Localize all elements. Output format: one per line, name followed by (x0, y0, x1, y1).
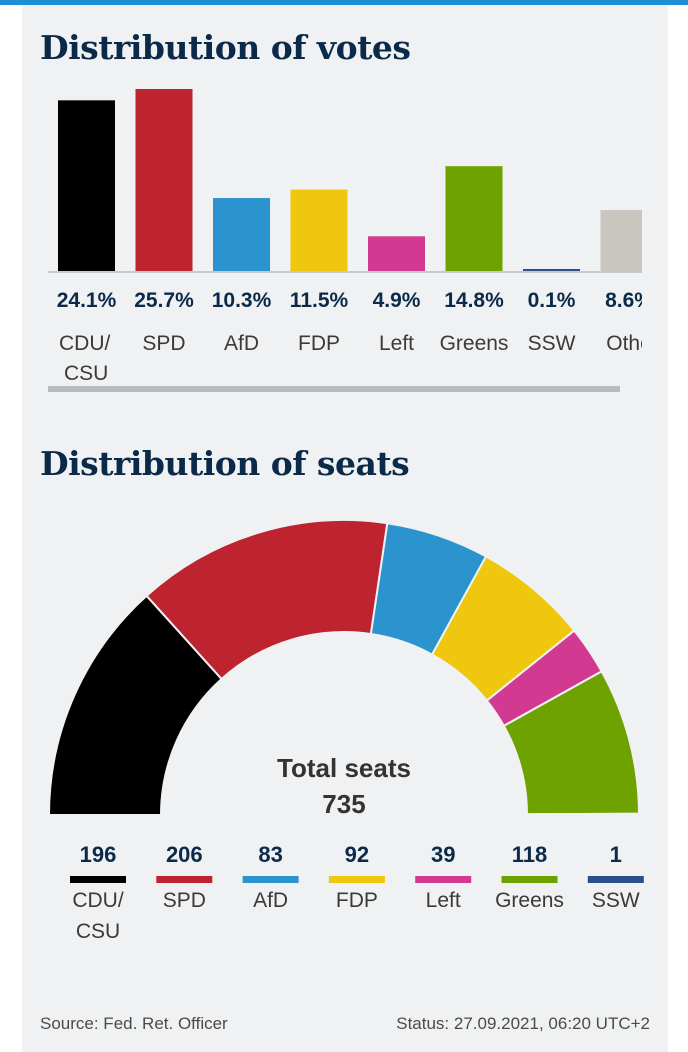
legend-swatch-cdu-csu (70, 876, 126, 883)
legend-label-spd: SPD (163, 889, 206, 912)
value-label-left: 4.9% (373, 289, 421, 312)
category-label-cdu-csu: CDU/CSU (59, 332, 110, 385)
legend-swatch-left (415, 876, 472, 883)
category-label-othe: Othe (606, 332, 642, 355)
bar-fdp (290, 189, 348, 271)
bar-ssw (523, 269, 580, 271)
legend-swatch-ssw (587, 876, 644, 883)
seat-count-left: 39 (431, 842, 455, 867)
category-label-greens: Greens (440, 332, 509, 355)
horizontal-scrollbar[interactable] (48, 386, 620, 392)
legend-label-left: Left (426, 889, 461, 912)
legend-label-cdu-csu: CDU/CSU (72, 889, 123, 943)
seat-count-fdp: 92 (345, 842, 369, 867)
legend-swatch-fdp (328, 876, 385, 883)
seats-semicircle-chart: Total seats 735 196 CDU/CSU 206 SPD 83 AfD 92 FDP… (47, 519, 644, 943)
category-label-left: Left (379, 332, 414, 355)
legend-label-fdp: FDP (336, 889, 378, 912)
bar-greens (445, 166, 503, 271)
seat-count-cdu-csu: 196 (80, 842, 117, 867)
total-seats-label: Total seats (277, 753, 411, 783)
seat-count-afd: 83 (258, 842, 282, 867)
value-label-othe: 8.6% (605, 289, 642, 312)
total-seats-value: 735 (322, 789, 365, 819)
bar-othe (600, 210, 642, 271)
source-note: Source: Fed. Ret. Officer (40, 1014, 228, 1033)
bar-cdu-csu (58, 100, 115, 271)
votes-chart-title: Distribution of votes (40, 28, 411, 67)
category-label-ssw: SSW (528, 332, 576, 355)
value-label-cdu-csu: 24.1% (57, 289, 117, 312)
legend-label-afd: AfD (253, 889, 288, 912)
category-label-fdp: FDP (298, 332, 340, 355)
bar-spd (135, 89, 193, 271)
top-accent-bar (0, 0, 688, 5)
legend-swatch-spd (156, 876, 213, 883)
votes-bar-chart: 24.1% CDU/CSU 25.7% SPD 10.3% AfD 11.5% FDP 4.9%… (48, 89, 642, 385)
seat-segment-ssw (525, 812, 641, 816)
value-label-ssw: 0.1% (528, 289, 576, 312)
category-label-spd: SPD (142, 332, 185, 355)
category-label-afd: AfD (224, 332, 259, 355)
seat-count-greens: 118 (512, 842, 548, 867)
value-label-spd: 25.7% (134, 289, 194, 312)
legend-swatch-greens (501, 876, 558, 883)
seat-count-spd: 206 (166, 842, 203, 867)
value-label-afd: 10.3% (212, 289, 272, 312)
seats-chart-title: Distribution of seats (40, 444, 410, 483)
legend-label-greens: Greens (495, 889, 564, 912)
legend-label-ssw: SSW (592, 889, 640, 912)
bar-afd (213, 198, 270, 271)
legend-swatch-afd (242, 876, 299, 883)
status-timestamp: Status: 27.09.2021, 06:20 UTC+2 (396, 1014, 650, 1033)
votes-chart-scroll-area[interactable]: 24.1% CDU/CSU 25.7% SPD 10.3% AfD 11.5% FDP 4.9%… (40, 80, 642, 392)
value-label-fdp: 11.5% (290, 289, 349, 312)
seat-count-ssw: 1 (610, 842, 622, 867)
bar-left (368, 236, 425, 271)
value-label-greens: 14.8% (444, 289, 504, 312)
